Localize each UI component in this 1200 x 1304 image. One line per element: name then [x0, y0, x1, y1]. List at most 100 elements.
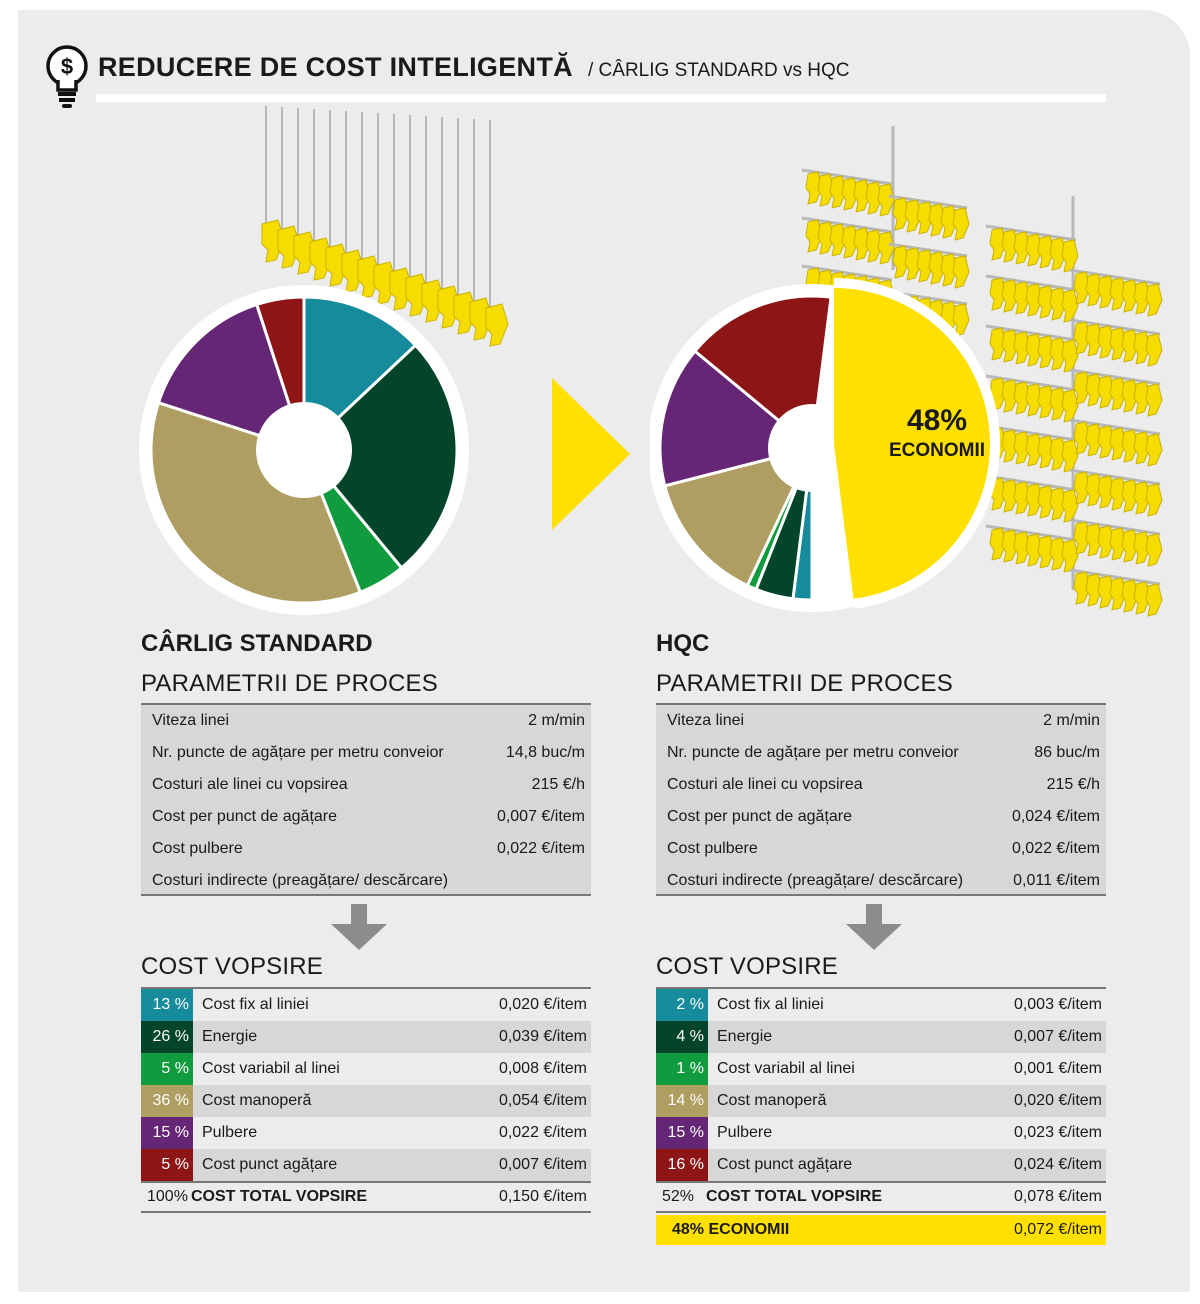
total-label: COST TOTAL VOPSIRE: [706, 1188, 883, 1205]
cost-value: 0,007 €/item: [1013, 1028, 1102, 1045]
percent-swatch: 13 %: [141, 989, 193, 1021]
percent-swatch: 5 %: [141, 1149, 193, 1181]
hook-part: [1109, 477, 1127, 511]
hook-part: [1061, 389, 1079, 423]
cost-row: 4 % Energie 0,007 €/item: [656, 1021, 1106, 1053]
cost-value: 0,024 €/item: [1013, 1156, 1102, 1173]
hook-part: [853, 227, 871, 261]
cost-label: Cost fix al liniei: [717, 996, 824, 1013]
cost-value: 0,003 €/item: [1013, 996, 1102, 1013]
hook-part: [1001, 279, 1019, 313]
hook-part: [1025, 233, 1043, 267]
hook-part: [1037, 235, 1055, 269]
hook-part: [892, 197, 910, 231]
hook-part: [1109, 427, 1127, 461]
param-value: 0,011 €/item: [1013, 872, 1100, 889]
cost-row: 36 % Cost manoperă 0,054 €/item: [141, 1085, 591, 1117]
percent-swatch: 4 %: [656, 1021, 708, 1053]
param-value: 2 m/min: [1043, 712, 1100, 729]
param-label: Viteza linei: [152, 712, 230, 729]
cost-row: 14 % Cost manoperă 0,020 €/item: [656, 1085, 1106, 1117]
hook-part: [1121, 379, 1139, 413]
hook-part: [1001, 379, 1019, 413]
total-label: COST TOTAL VOPSIRE: [191, 1188, 368, 1205]
hook-part: [940, 205, 958, 239]
hook-part: [841, 177, 859, 211]
hook-part: [952, 207, 970, 241]
hook-part: [1061, 339, 1079, 373]
hook-part: [1037, 385, 1055, 419]
hook-part: [1145, 433, 1163, 467]
savings-row-label: 48% ECONOMII: [672, 1221, 790, 1238]
param-row: Cost per punct de agățare 0,007 €/item: [141, 801, 591, 833]
percent-swatch: 16 %: [656, 1149, 708, 1181]
hook-part: [1085, 323, 1103, 357]
hook-part: [1037, 435, 1055, 469]
cost-label: Cost variabil al linei: [202, 1060, 340, 1077]
hook-part: [1097, 375, 1115, 409]
cost-value: 0,007 €/item: [498, 1156, 587, 1173]
total-percent: 52%: [662, 1188, 695, 1205]
hook-part: [865, 181, 883, 215]
percent-swatch: 26 %: [141, 1021, 193, 1053]
param-value: 0,022 €/item: [1011, 840, 1100, 857]
hook-part: [989, 327, 1007, 361]
hook-part: [1085, 523, 1103, 557]
percent-swatch: 36 %: [141, 1085, 193, 1117]
hook-part: [1001, 229, 1019, 263]
param-label: Nr. puncte de agățare per metru conveior: [152, 744, 444, 761]
hook-part: [892, 245, 910, 279]
param-value: 2 m/min: [528, 712, 585, 729]
hook-part: [1049, 487, 1067, 521]
params-table: Viteza linei 2 m/min Nr. puncte de agățar…: [656, 703, 1106, 896]
hook-part: [928, 203, 946, 237]
hook-part: [1097, 275, 1115, 309]
hook-part: [805, 171, 823, 205]
hook-part: [865, 229, 883, 263]
hook-part: [1073, 571, 1091, 605]
cost-value: 0,023 €/item: [1013, 1124, 1102, 1141]
params-heading: PARAMETRII DE PROCES: [141, 670, 438, 697]
hook-part: [1037, 335, 1055, 369]
hook-part: [877, 183, 895, 217]
param-row: Viteza linei 2 m/min: [656, 705, 1106, 737]
cost-table: 13 % Cost fix al liniei 0,020 €/item 26 % E…: [141, 987, 591, 1213]
hook-part: [841, 225, 859, 259]
hook-part: [1133, 531, 1151, 565]
column-title: HQC: [656, 630, 710, 657]
cost-label: Cost manoperă: [717, 1092, 827, 1109]
pie-slice-4: [149, 400, 363, 605]
hook-part: [1013, 381, 1031, 415]
hook-part: [877, 231, 895, 265]
param-row: Cost pulbere 0,022 €/item: [141, 833, 591, 865]
cost-label: Pulbere: [202, 1124, 258, 1141]
cost-row: 5 % Cost variabil al linei 0,008 €/item: [141, 1053, 591, 1085]
cost-value: 0,008 €/item: [498, 1060, 587, 1077]
hook-part: [1013, 281, 1031, 315]
cost-row: 16 % Cost punct agățare 0,024 €/item: [656, 1149, 1106, 1181]
percent-swatch: 1 %: [656, 1053, 708, 1085]
hook-part: [1025, 533, 1043, 567]
cost-value: 0,022 €/item: [498, 1124, 587, 1141]
hook-part: [1049, 237, 1067, 271]
hook-part: [1097, 425, 1115, 459]
hook-part: [1073, 421, 1091, 455]
hook-part: [817, 173, 835, 207]
hook-part: [1109, 527, 1127, 561]
hook-part: [1061, 289, 1079, 323]
hook-part: [904, 247, 922, 281]
cost-row: 5 % Cost punct agățare 0,007 €/item: [141, 1149, 591, 1181]
cost-heading: COST VOPSIRE: [656, 953, 839, 980]
hook-part: [916, 249, 934, 283]
hook-part: [1097, 475, 1115, 509]
hook-part: [1013, 481, 1031, 515]
cost-label: Energie: [202, 1028, 258, 1045]
percent-swatch: 15 %: [656, 1117, 708, 1149]
savings-row-value: 0,072 €/item: [1013, 1221, 1102, 1238]
param-value: 86 buc/m: [1034, 744, 1100, 761]
hook-part: [1061, 239, 1079, 273]
hook-part: [1121, 529, 1139, 563]
param-row: Nr. puncte de agățare per metru conveior…: [141, 737, 591, 769]
hook-part: [1109, 577, 1127, 611]
cost-label: Cost manoperă: [202, 1092, 312, 1109]
